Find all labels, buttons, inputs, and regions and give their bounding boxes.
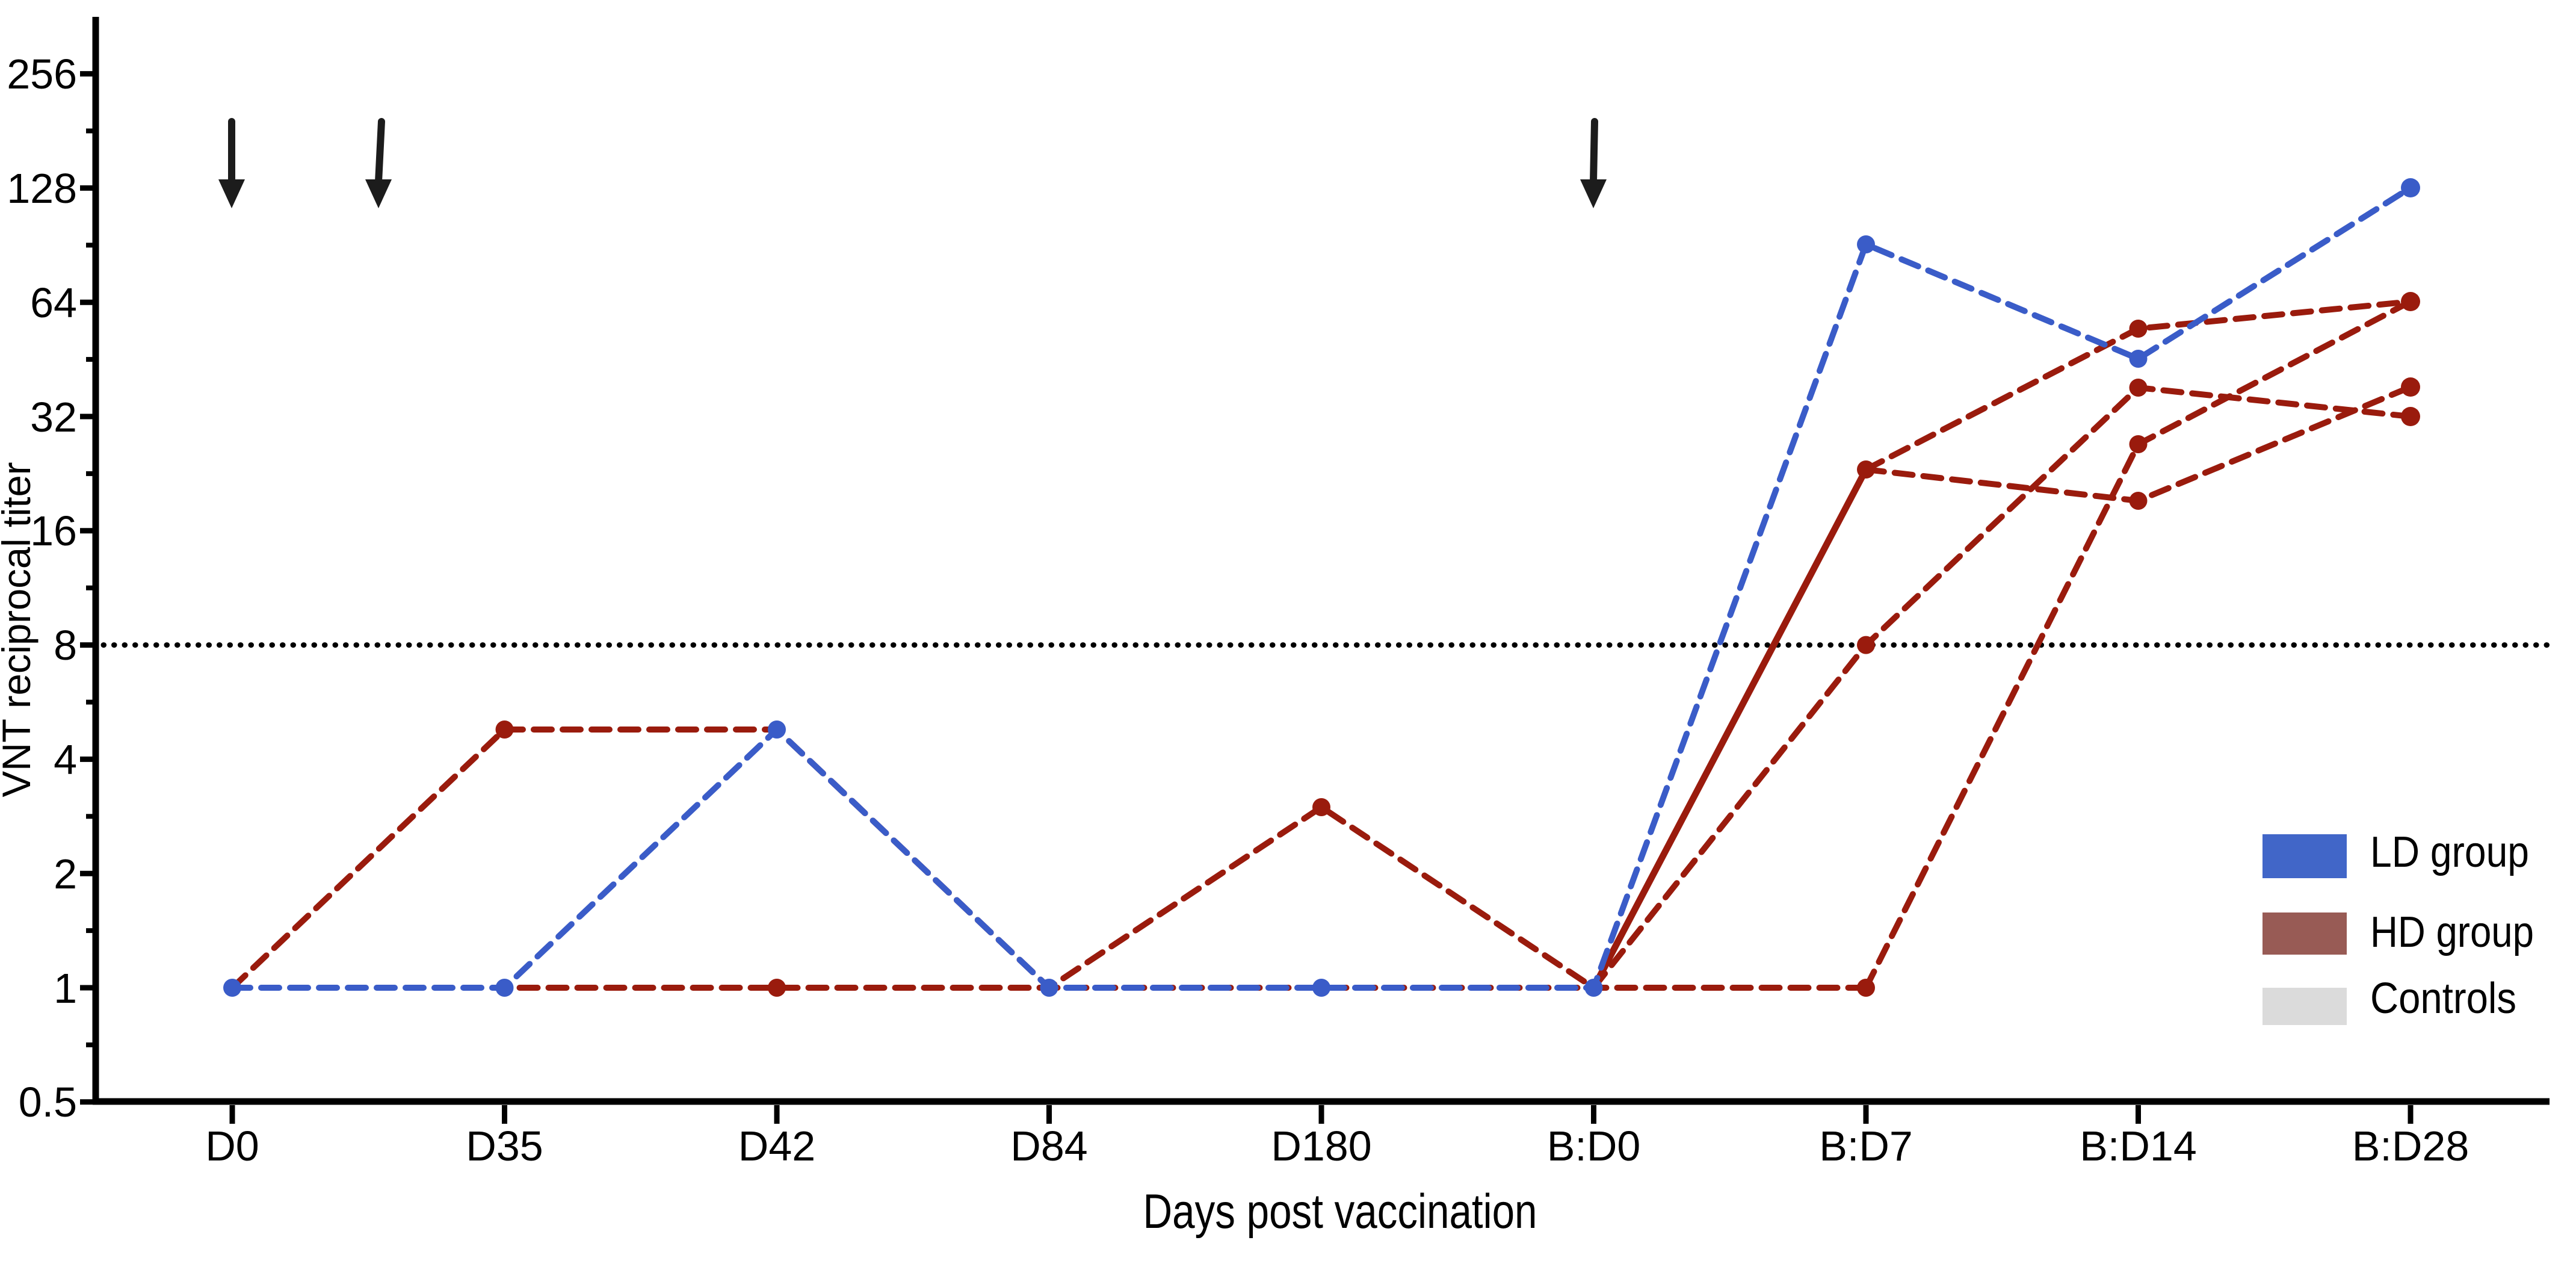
svg-text:4: 4 bbox=[54, 736, 77, 783]
svg-text:2: 2 bbox=[54, 850, 77, 897]
svg-text:D42: D42 bbox=[738, 1123, 815, 1170]
svg-text:D0: D0 bbox=[205, 1123, 259, 1170]
svg-text:Days post vaccination: Days post vaccination bbox=[1143, 1185, 1537, 1239]
svg-text:1: 1 bbox=[54, 965, 77, 1012]
svg-text:B:D14: B:D14 bbox=[2080, 1123, 2197, 1170]
svg-text:D35: D35 bbox=[466, 1123, 543, 1170]
svg-text:0.5: 0.5 bbox=[19, 1079, 77, 1126]
svg-text:256: 256 bbox=[7, 51, 77, 98]
svg-text:64: 64 bbox=[30, 279, 77, 326]
svg-text:D180: D180 bbox=[1271, 1123, 1371, 1170]
svg-text:B:D7: B:D7 bbox=[1819, 1123, 1913, 1170]
svg-text:VNT reciprocal titer: VNT reciprocal titer bbox=[0, 462, 39, 798]
svg-text:LD group: LD group bbox=[2370, 828, 2529, 876]
svg-text:D84: D84 bbox=[1010, 1123, 1087, 1170]
svg-text:B:D0: B:D0 bbox=[1547, 1123, 1641, 1170]
svg-text:B:D28: B:D28 bbox=[2352, 1123, 2469, 1170]
svg-text:16: 16 bbox=[30, 507, 77, 554]
svg-text:8: 8 bbox=[54, 622, 77, 669]
svg-text:Controls: Controls bbox=[2370, 974, 2516, 1023]
svg-text:128: 128 bbox=[7, 165, 77, 212]
svg-text:HD group: HD group bbox=[2370, 908, 2534, 956]
svg-text:32: 32 bbox=[30, 394, 77, 441]
